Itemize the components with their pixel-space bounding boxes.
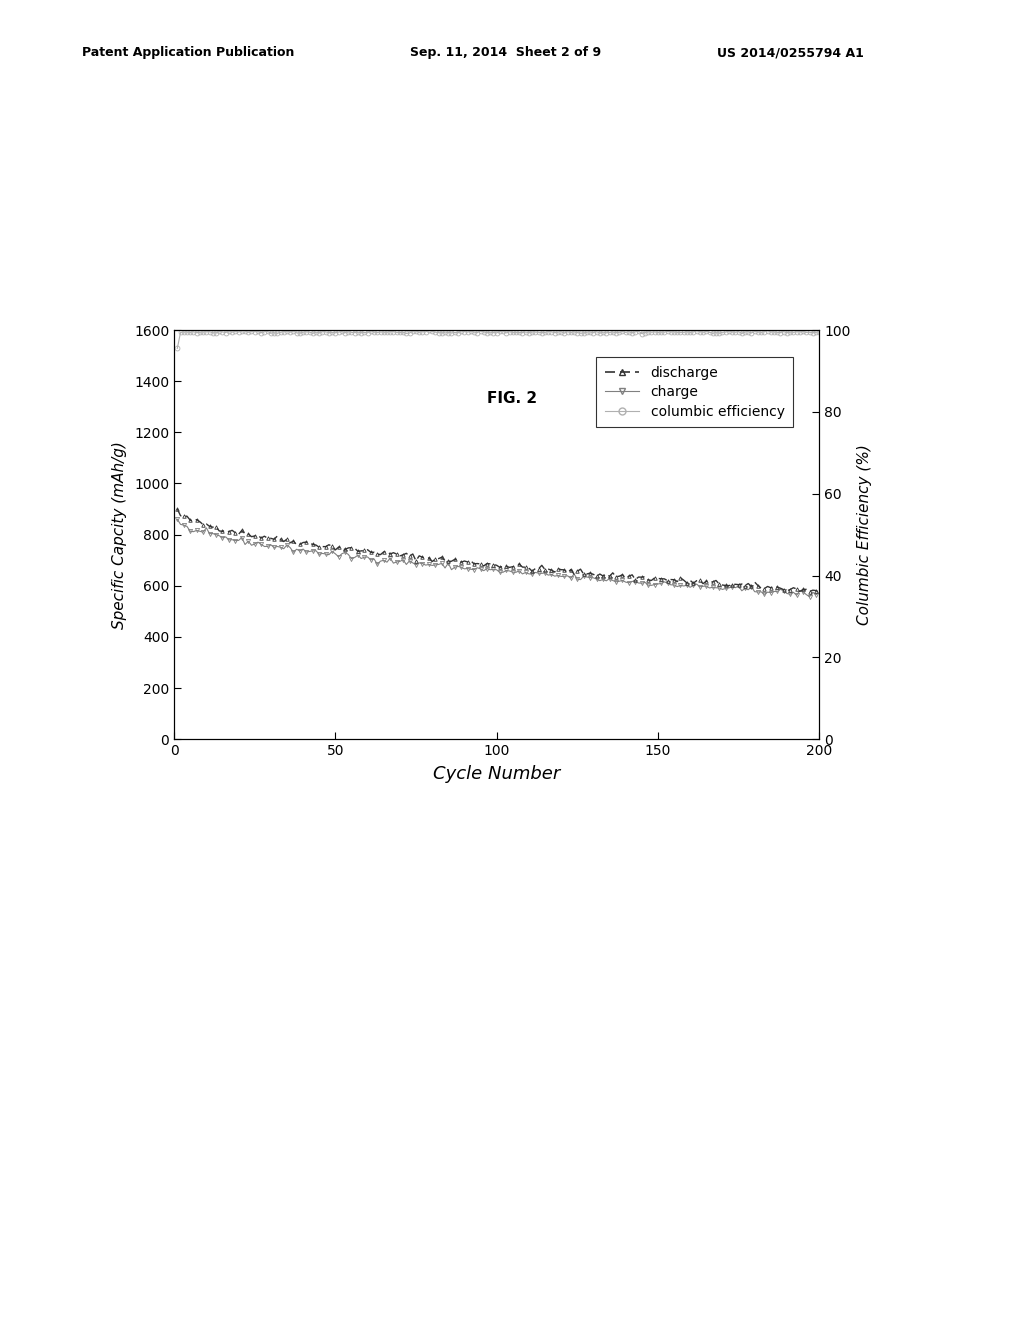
Text: Patent Application Publication: Patent Application Publication — [82, 46, 294, 59]
X-axis label: Cycle Number: Cycle Number — [433, 766, 560, 783]
Text: FIG. 2: FIG. 2 — [487, 391, 537, 405]
Y-axis label: Specific Capcity (mAh/g): Specific Capcity (mAh/g) — [112, 441, 127, 628]
Text: US 2014/0255794 A1: US 2014/0255794 A1 — [717, 46, 863, 59]
Text: Sep. 11, 2014  Sheet 2 of 9: Sep. 11, 2014 Sheet 2 of 9 — [410, 46, 601, 59]
Legend: discharge, charge, columbic efficiency: discharge, charge, columbic efficiency — [596, 358, 793, 428]
Y-axis label: Columbic Efficiency (%): Columbic Efficiency (%) — [857, 444, 872, 626]
